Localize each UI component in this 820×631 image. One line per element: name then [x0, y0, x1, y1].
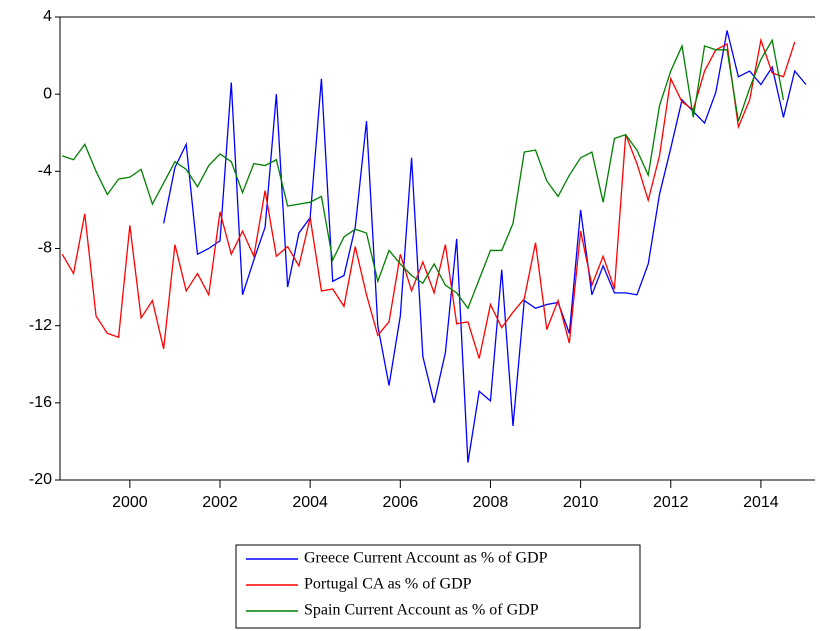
- x-tick-label: 2006: [383, 494, 419, 511]
- y-tick-label: 0: [43, 85, 52, 102]
- legend: Greece Current Account as % of GDP Portug…: [235, 544, 641, 629]
- x-tick-label: 2010: [563, 494, 599, 511]
- plot-area: 4 0 -4 -8 -12 -16 -20 2000 2002 2004 2006 2008 2010 2…: [29, 8, 815, 511]
- x-tick-label: 2008: [473, 494, 509, 511]
- x-tick-label: 2000: [112, 494, 148, 511]
- legend-box: [235, 544, 641, 629]
- x-tick-label: 2004: [292, 494, 328, 511]
- legend-label: Spain Current Account as % of GDP: [304, 602, 539, 619]
- y-tick-label: 4: [43, 8, 52, 25]
- x-tick-label: 2014: [743, 494, 779, 511]
- data-line: [62, 38, 785, 310]
- x-tick-label: 2012: [653, 494, 689, 511]
- legend-label: Greece Current Account as % of GDP: [304, 550, 548, 567]
- y-tick-label: -16: [29, 394, 52, 411]
- data-line: [61, 37, 796, 359]
- x-tick-label: 2002: [202, 494, 238, 511]
- y-tick-label: -20: [29, 471, 52, 488]
- y-tick-label: -8: [38, 240, 52, 257]
- y-tick-label: -4: [38, 163, 52, 180]
- data-line: [163, 30, 807, 463]
- y-tick-label: -12: [29, 317, 52, 334]
- legend-label: Portugal CA as % of GDP: [304, 576, 472, 593]
